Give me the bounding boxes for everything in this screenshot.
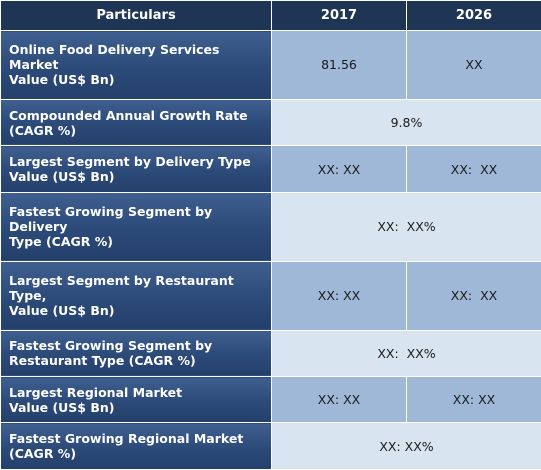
table-row: Online Food Delivery Services Market Valu… <box>0 30 541 100</box>
row-label: Largest Regional Market Value (US$ Bn) <box>0 376 272 424</box>
value-2017: XX: XX <box>271 376 407 424</box>
row-label-line: Restaurant Type (CAGR %) <box>9 353 196 369</box>
table-row: Largest Regional Market Value (US$ Bn) XX… <box>0 376 541 424</box>
row-label-line: Fastest Growing Segment by Delivery <box>9 204 213 235</box>
row-label: Fastest Growing Segment by Delivery Type … <box>0 191 272 262</box>
row-label-line: Value (US$ Bn) <box>9 169 115 185</box>
row-label: Compounded Annual Growth Rate (CAGR %) <box>0 98 272 147</box>
table-row: Compounded Annual Growth Rate (CAGR %) 9.… <box>0 98 541 147</box>
value-2017: XX: XX <box>271 260 407 331</box>
header-particulars: Particulars <box>0 0 272 31</box>
row-label-line: Value (US$ Bn) <box>9 303 115 319</box>
row-label-line: Compounded Annual Growth Rate <box>9 107 248 123</box>
row-label-line: Value (US$ Bn) <box>9 399 115 415</box>
table-row: Fastest Growing Segment by Delivery Type … <box>0 191 541 262</box>
row-label: Fastest Growing Segment by Restaurant Typ… <box>0 329 272 378</box>
value-2026: XX: XX <box>406 376 541 424</box>
value-merged: XX: XX% <box>271 329 541 378</box>
row-label-line: Largest Segment by Restaurant Type, <box>9 273 234 304</box>
row-label-line: Type (CAGR %) <box>9 234 114 250</box>
value-2017: XX: XX <box>271 145 407 193</box>
row-label: Largest Segment by Delivery Type Value (U… <box>0 145 272 193</box>
row-label-line: (CAGR %) <box>9 122 77 138</box>
row-label-line: Largest Segment by Delivery Type <box>9 154 251 170</box>
header-row: Particulars 2017 2026 <box>0 0 541 31</box>
table-row: Fastest Growing Segment by Restaurant Typ… <box>0 329 541 378</box>
row-label-line: Online Food Delivery Services Market <box>9 42 220 73</box>
value-merged: XX: XX% <box>271 422 541 470</box>
row-label-line: Value (US$ Bn) <box>9 72 115 88</box>
value-merged: XX: XX% <box>271 191 541 262</box>
table-row: Largest Segment by Delivery Type Value (U… <box>0 145 541 193</box>
value-merged: 9.8% <box>271 98 541 147</box>
row-label: Largest Segment by Restaurant Type, Value… <box>0 260 272 331</box>
header-year-2026: 2026 <box>406 0 541 31</box>
value-2026: XX: XX <box>406 145 541 193</box>
value-2017: 81.56 <box>271 30 407 100</box>
value-2026: XX: XX <box>406 260 541 331</box>
value-2026: XX <box>406 30 541 100</box>
row-label: Fastest Growing Regional Market (CAGR %) <box>0 422 272 470</box>
table-row: Fastest Growing Regional Market (CAGR %) … <box>0 422 541 470</box>
header-year-2017: 2017 <box>271 0 407 31</box>
table-row: Largest Segment by Restaurant Type, Value… <box>0 260 541 331</box>
row-label: Online Food Delivery Services Market Valu… <box>0 30 272 100</box>
row-label-line: (CAGR %) <box>9 446 77 462</box>
row-label-line: Fastest Growing Segment by <box>9 338 213 354</box>
row-label-line: Fastest Growing Regional Market <box>9 431 244 447</box>
row-label-line: Largest Regional Market <box>9 384 183 400</box>
